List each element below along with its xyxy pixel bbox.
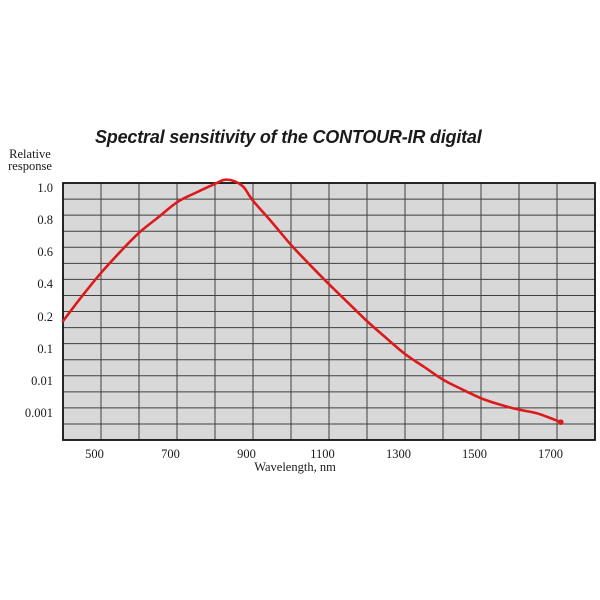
y-tick-label: 0.8 [37, 213, 53, 228]
y-tick-label: 0.001 [24, 405, 53, 420]
y-axis-label-line2: response [8, 158, 52, 173]
x-tick-label: 900 [237, 447, 256, 461]
y-tick-label: 1.0 [37, 181, 53, 195]
chart-title: Spectral sensitivity of the CONTOUR-IR d… [95, 127, 482, 147]
y-tick-label: 0.6 [37, 245, 53, 260]
y-axis-label-line1: Relative [9, 147, 51, 161]
x-tick-label: 500 [85, 447, 104, 461]
y-tick-label: 0.01 [31, 373, 53, 388]
x-tick-label: 1500 [462, 447, 487, 461]
sensitivity-curve [61, 178, 563, 424]
x-tick-label: 1300 [386, 447, 411, 461]
x-tick-label: 1100 [310, 447, 335, 461]
y-tick-label: 0.4 [37, 277, 53, 292]
curve-end-dot [558, 419, 564, 425]
x-axis-label: Wavelength, nm [254, 460, 336, 474]
y-axis-label: Relative response [4, 147, 56, 173]
x-tick-label: 1700 [538, 447, 563, 461]
y-tick-label: 0.2 [37, 309, 53, 324]
y-tick-label: 0.1 [37, 341, 53, 356]
plot-border [62, 182, 596, 441]
x-tick-label: 700 [161, 447, 180, 461]
